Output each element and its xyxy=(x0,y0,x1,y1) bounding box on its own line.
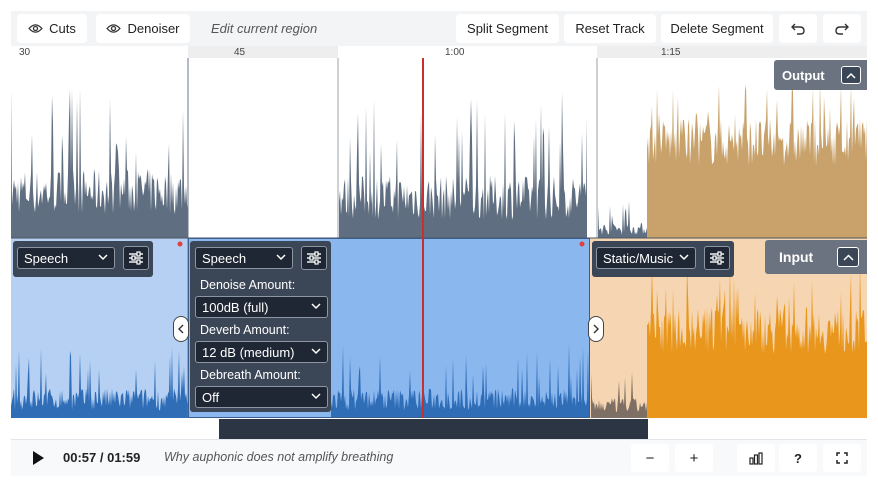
redo-icon xyxy=(835,23,849,35)
collapse-output-button[interactable] xyxy=(841,66,861,84)
breathing-help-link[interactable]: Why auphonic does not amplify breathing xyxy=(164,450,394,464)
segment-right-handle[interactable] xyxy=(588,316,604,342)
bar-chart-icon xyxy=(749,451,763,465)
edit-region-hint: Edit current region xyxy=(211,21,318,36)
debreath-amount-select[interactable]: Off xyxy=(195,386,328,408)
playback-bar: 00:57 / 01:59 Why auphonic does not ampl… xyxy=(11,440,867,476)
output-label: Output xyxy=(782,67,825,83)
debreath-amount-label: Debreath Amount: xyxy=(200,368,301,382)
collapse-input-button[interactable] xyxy=(837,247,859,267)
playback-time: 00:57 / 01:59 xyxy=(63,450,141,465)
deverb-amount-select[interactable]: 12 dB (medium) xyxy=(195,341,328,363)
help-button[interactable]: ? xyxy=(779,444,817,472)
denoiser-button[interactable]: Denoiser xyxy=(96,14,190,43)
segment-2-panel: Speech Denoise Amount: 100dB (full) Deve… xyxy=(190,241,331,412)
split-segment-button[interactable]: Split Segment xyxy=(456,14,559,43)
eye-icon xyxy=(106,24,122,33)
chevron-down-icon xyxy=(311,303,321,310)
chevron-down-icon xyxy=(311,348,321,355)
segment-marker xyxy=(579,241,585,247)
zoom-out-button[interactable]: − xyxy=(631,444,669,472)
levels-button[interactable] xyxy=(737,444,775,472)
segment-left-handle[interactable] xyxy=(173,316,189,342)
input-waveform xyxy=(591,371,647,418)
fullscreen-icon xyxy=(836,452,848,464)
chevron-up-icon xyxy=(842,253,854,261)
chevron-right-icon xyxy=(593,324,599,334)
segment-settings-button[interactable] xyxy=(704,246,730,270)
delete-segment-button[interactable]: Delete Segment xyxy=(661,14,773,43)
output-waveform xyxy=(339,92,587,238)
output-track-label: Output xyxy=(774,60,867,90)
waveform-area[interactable]: Output Input Speech Speech xyxy=(11,58,867,418)
reset-track-button[interactable]: Reset Track xyxy=(564,14,656,43)
undo-icon xyxy=(791,23,805,35)
output-waveform xyxy=(647,80,867,239)
deverb-amount-label: Deverb Amount: xyxy=(200,323,290,337)
segment-settings-button[interactable] xyxy=(301,246,327,270)
chevron-down-icon xyxy=(311,393,321,400)
cuts-label: Cuts xyxy=(49,21,76,36)
undo-button[interactable] xyxy=(779,14,817,43)
toolbar: Cuts Denoiser Edit current region Split … xyxy=(11,11,867,46)
sliders-icon xyxy=(710,251,724,265)
chevron-left-icon xyxy=(178,324,184,334)
segment-type-select[interactable]: Speech xyxy=(17,247,115,269)
fullscreen-button[interactable] xyxy=(823,444,861,472)
segment-3-panel: Static/Music xyxy=(592,241,734,277)
input-track-label: Input xyxy=(765,240,867,274)
denoise-amount-label: Denoise Amount: xyxy=(200,278,296,292)
segment-1-panel: Speech xyxy=(13,241,153,277)
input-waveform xyxy=(11,346,188,418)
chevron-down-icon xyxy=(276,254,286,261)
eye-icon xyxy=(28,24,43,33)
cuts-button[interactable]: Cuts xyxy=(17,14,87,43)
play-icon[interactable] xyxy=(31,450,45,466)
overview-scrollbar[interactable] xyxy=(219,419,648,439)
time-ruler[interactable]: 30 45 1:00 1:15 xyxy=(11,46,867,58)
chevron-down-icon xyxy=(98,254,108,261)
ruler-tick: 1:00 xyxy=(445,47,465,58)
ruler-tick: 45 xyxy=(234,47,246,58)
chevron-up-icon xyxy=(846,72,856,79)
input-waveform xyxy=(647,258,867,418)
denoiser-label: Denoiser xyxy=(127,21,180,36)
ruler-tick: 1:15 xyxy=(661,47,681,58)
ruler-tick: 30 xyxy=(19,47,31,58)
zoom-in-button[interactable]: + xyxy=(675,444,713,472)
sliders-icon xyxy=(307,251,321,265)
segment-type-select[interactable]: Static/Music xyxy=(596,247,696,269)
sliders-icon xyxy=(129,251,143,265)
segment-type-select[interactable]: Speech xyxy=(195,247,293,269)
input-waveform xyxy=(331,343,590,418)
waveform-canvas[interactable] xyxy=(11,58,867,418)
segment-settings-button[interactable] xyxy=(123,246,149,270)
chevron-down-icon xyxy=(679,254,689,261)
input-label: Input xyxy=(779,249,814,265)
denoise-amount-select[interactable]: 100dB (full) xyxy=(195,296,328,318)
output-waveform xyxy=(11,88,188,238)
segment-marker xyxy=(177,241,183,247)
output-waveform xyxy=(598,201,647,238)
redo-button[interactable] xyxy=(823,14,861,43)
